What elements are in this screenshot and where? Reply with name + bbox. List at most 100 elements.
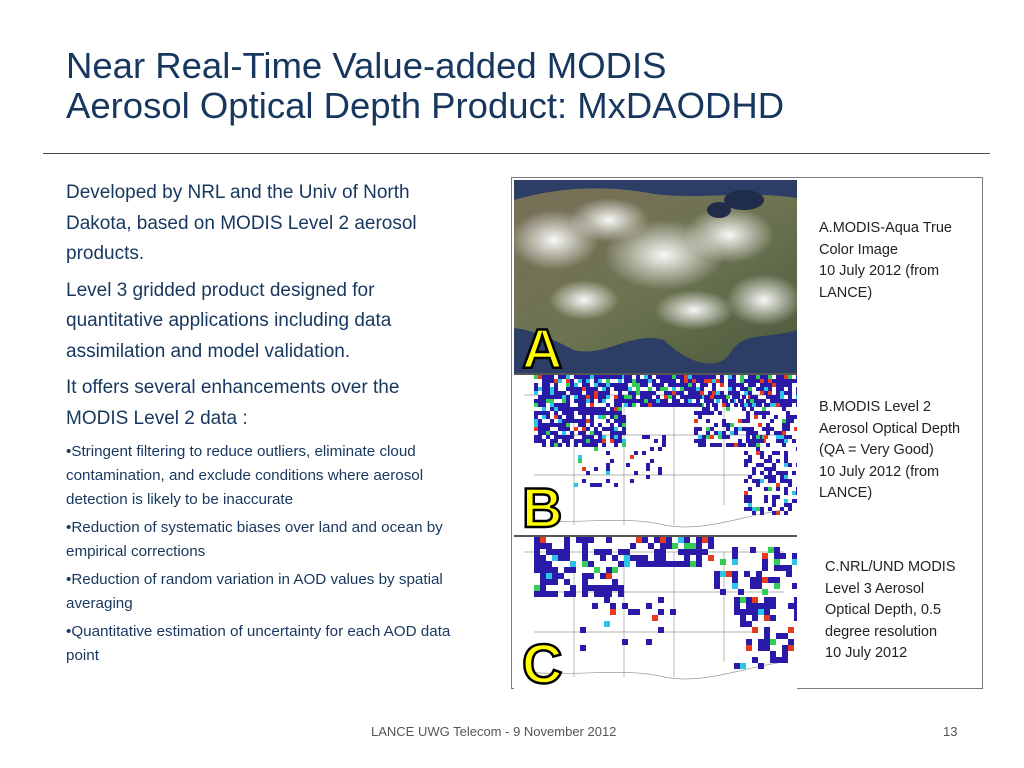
aod-cell bbox=[636, 375, 640, 379]
aod-cell bbox=[658, 597, 664, 603]
aod-cell bbox=[538, 427, 542, 431]
aod-cell bbox=[550, 387, 554, 391]
aod-cell bbox=[744, 463, 748, 467]
aod-cell bbox=[712, 387, 716, 391]
aod-cell bbox=[582, 431, 586, 435]
aod-cell bbox=[762, 577, 768, 583]
aod-cell bbox=[772, 383, 776, 387]
aod-cell bbox=[566, 411, 570, 415]
aod-cell bbox=[594, 411, 598, 415]
aod-cell bbox=[566, 443, 570, 447]
aod-cell bbox=[722, 435, 726, 439]
aod-cell bbox=[558, 379, 562, 383]
aod-cell bbox=[774, 583, 780, 589]
aod-cell bbox=[614, 427, 618, 431]
aod-cell bbox=[558, 573, 564, 579]
aod-cell bbox=[612, 579, 618, 585]
aod-cell bbox=[582, 387, 586, 391]
aod-cell bbox=[622, 639, 628, 645]
aod-cell bbox=[566, 387, 570, 391]
aod-cell bbox=[776, 375, 780, 379]
aod-cell bbox=[582, 411, 586, 415]
aod-cell bbox=[610, 609, 616, 615]
aod-cell bbox=[614, 435, 618, 439]
aod-cell bbox=[780, 479, 784, 483]
aod-cell bbox=[740, 621, 746, 627]
aod-cell bbox=[660, 399, 664, 403]
aod-cell bbox=[764, 499, 768, 503]
aod-cell bbox=[534, 439, 538, 443]
aod-cell bbox=[756, 435, 760, 439]
aod-cell bbox=[558, 415, 562, 419]
aod-cell bbox=[664, 387, 668, 391]
svg-text:A: A bbox=[522, 317, 562, 373]
aod-cell bbox=[752, 615, 758, 621]
caption-line: (QA = Very Good) bbox=[819, 442, 934, 458]
aod-cell bbox=[602, 407, 606, 411]
aod-cell bbox=[582, 579, 588, 585]
aod-cell bbox=[648, 379, 652, 383]
aod-cell bbox=[632, 391, 636, 395]
aod-cell bbox=[628, 609, 634, 615]
aod-cell bbox=[644, 403, 648, 407]
aod-cell bbox=[590, 419, 594, 423]
aod-cell bbox=[594, 375, 598, 379]
aod-cell bbox=[758, 403, 762, 407]
aod-cell bbox=[714, 583, 720, 589]
aod-cell bbox=[756, 571, 762, 577]
aod-cell bbox=[764, 403, 768, 407]
paragraph: Developed by NRL and the Univ of North D… bbox=[66, 182, 417, 264]
aod-cell bbox=[684, 561, 690, 567]
aod-cell bbox=[764, 459, 768, 463]
aod-cell bbox=[594, 439, 598, 443]
aod-cell bbox=[764, 495, 768, 499]
aod-cell bbox=[586, 411, 590, 415]
aod-cell bbox=[704, 399, 708, 403]
aod-cell bbox=[776, 633, 782, 639]
aod-cell bbox=[604, 621, 610, 627]
aod-cell bbox=[696, 543, 702, 549]
aod-cell bbox=[542, 399, 546, 403]
aod-cell bbox=[756, 583, 762, 589]
aod-cell bbox=[676, 399, 680, 403]
aod-cell bbox=[624, 395, 628, 399]
aod-cell bbox=[664, 399, 668, 403]
aod-cell bbox=[648, 543, 654, 549]
aod-cell bbox=[566, 427, 570, 431]
aod-cell bbox=[554, 407, 558, 411]
aod-cell bbox=[730, 399, 734, 403]
aod-cell bbox=[586, 375, 590, 379]
aod-cell bbox=[692, 379, 696, 383]
aod-cell bbox=[546, 423, 550, 427]
aod-cell bbox=[764, 379, 768, 383]
aod-cell bbox=[588, 573, 594, 579]
aod-cell bbox=[712, 375, 716, 379]
aod-cell bbox=[618, 585, 624, 591]
aod-cell bbox=[784, 455, 788, 459]
aod-cell bbox=[758, 423, 762, 427]
aod-cell bbox=[712, 379, 716, 383]
aod-cell bbox=[598, 391, 602, 395]
aod-cell bbox=[718, 431, 722, 435]
aod-cell bbox=[600, 573, 606, 579]
aod-cell bbox=[694, 419, 698, 423]
aod-cell bbox=[744, 387, 748, 391]
aod-cell bbox=[644, 391, 648, 395]
aod-cell bbox=[748, 391, 752, 395]
aod-cell bbox=[574, 419, 578, 423]
aod-cell bbox=[546, 411, 550, 415]
aod-cell bbox=[566, 379, 570, 383]
panel-b-level2-aod: B bbox=[514, 373, 797, 535]
aod-cell bbox=[784, 511, 788, 515]
aod-cell bbox=[550, 407, 554, 411]
aod-cell bbox=[558, 427, 562, 431]
aod-cell bbox=[546, 383, 550, 387]
aod-cell bbox=[648, 403, 652, 407]
aod-cell bbox=[582, 543, 588, 549]
aod-cell bbox=[708, 375, 712, 379]
aod-cell bbox=[788, 503, 792, 507]
aod-cell bbox=[538, 435, 542, 439]
aod-cell bbox=[768, 547, 774, 553]
aod-cell bbox=[752, 479, 756, 483]
aod-cell bbox=[636, 555, 642, 561]
